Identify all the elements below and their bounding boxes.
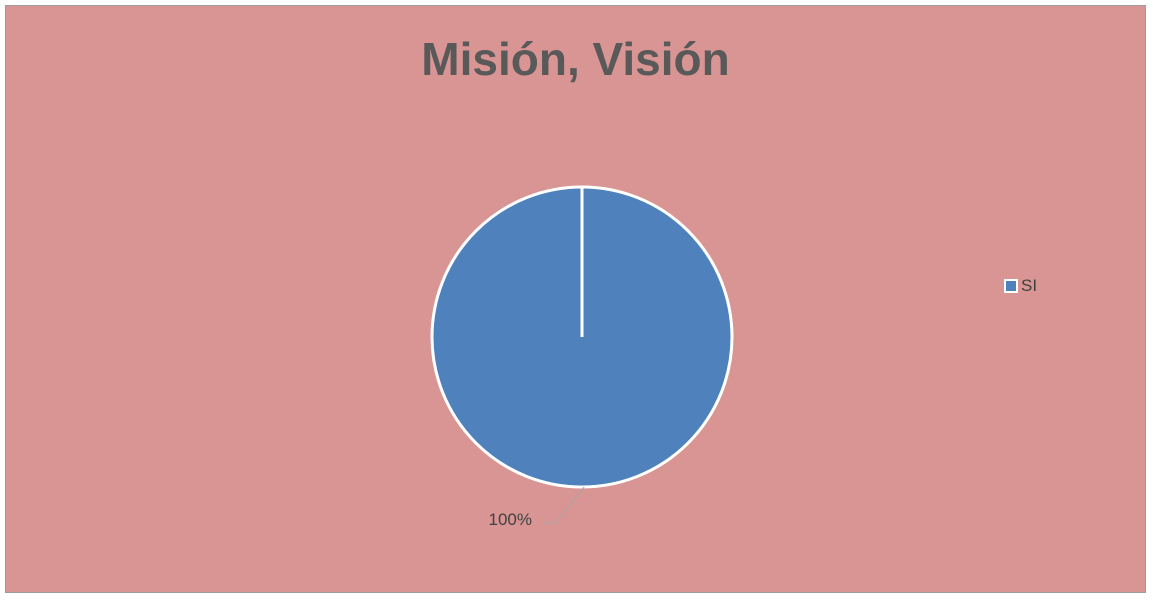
chart-title: Misión, Visión <box>421 33 730 85</box>
data-label-si: 100% <box>489 510 532 529</box>
chart-area: Misión, Visión 100% SI <box>5 5 1146 593</box>
pie-plot: 100% <box>430 185 734 529</box>
legend-label-si: SI <box>1021 276 1038 295</box>
legend: SI <box>1004 276 1037 296</box>
data-label-leader-line <box>544 486 585 524</box>
legend-swatch-si <box>1004 279 1018 293</box>
